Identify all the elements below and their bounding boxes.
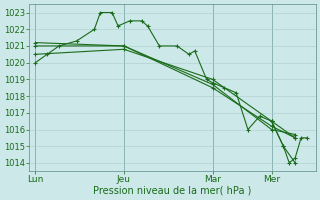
X-axis label: Pression niveau de la mer( hPa ): Pression niveau de la mer( hPa ) <box>93 186 252 196</box>
